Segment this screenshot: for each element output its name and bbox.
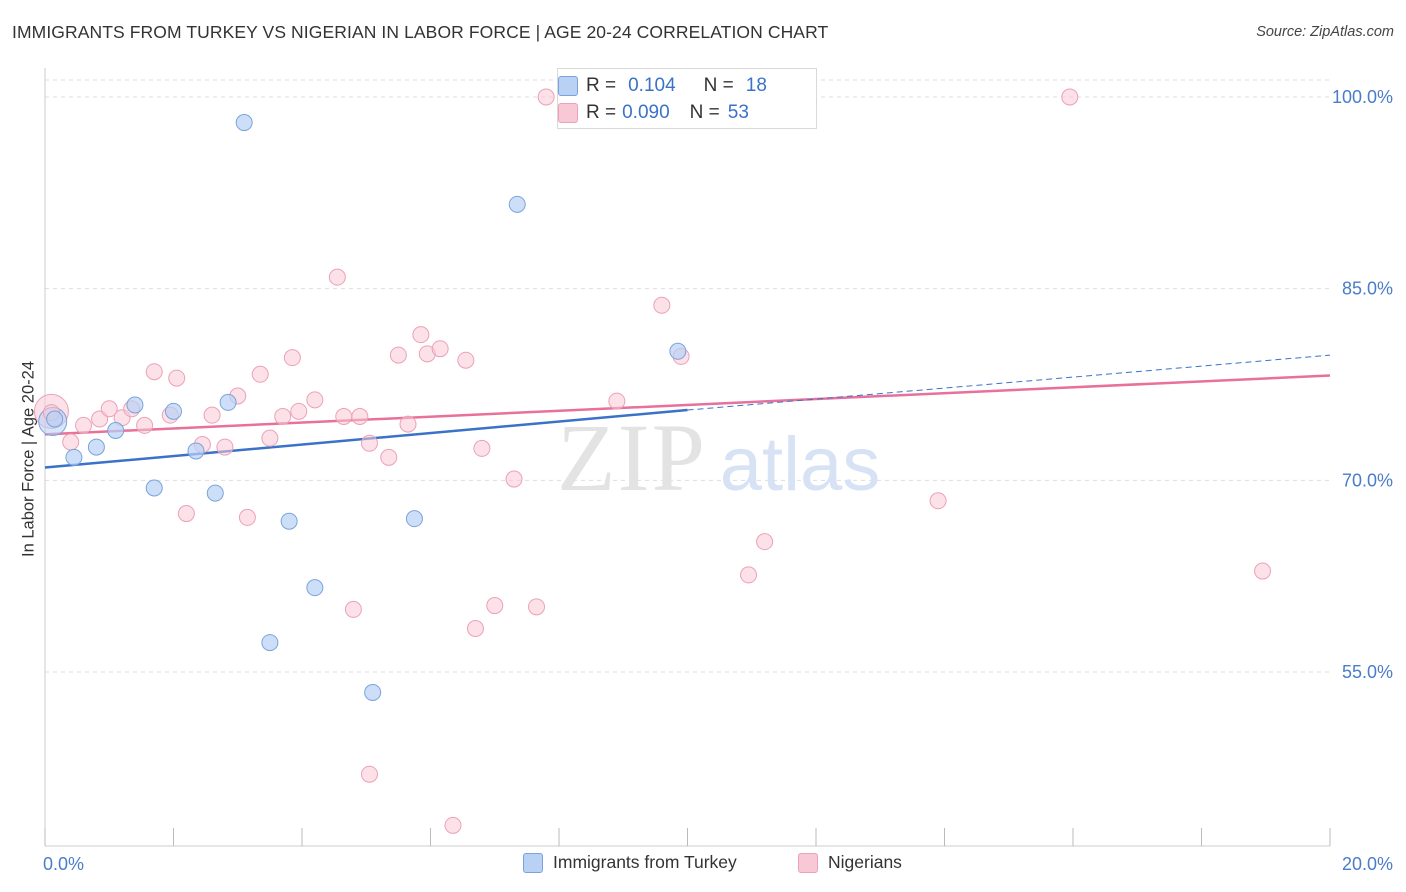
stats-legend: R = 0.104 N = 18 R = 0.090 N = 53 <box>557 68 817 129</box>
y-tick-label: 55.0% <box>1342 662 1393 682</box>
chart-title: IMMIGRANTS FROM TURKEY VS NIGERIAN IN LA… <box>12 22 829 42</box>
point-turkey <box>145 479 163 497</box>
point-nigerians <box>929 492 947 510</box>
y-tick-label: 70.0% <box>1342 470 1393 490</box>
point-turkey <box>219 393 237 411</box>
legend-label: Nigerians <box>828 852 902 872</box>
point-turkey <box>508 195 526 213</box>
point-nigerians <box>399 415 417 433</box>
point-nigerians <box>168 369 186 387</box>
point-turkey <box>87 438 105 456</box>
point-nigerians <box>344 600 362 618</box>
legend-item-nigerian[interactable]: Nigerians <box>798 852 902 873</box>
point-nigerians <box>756 533 774 551</box>
y-tick-label: 85.0% <box>1342 279 1393 299</box>
r-label: R = <box>586 102 617 123</box>
point-nigerians <box>528 598 546 616</box>
point-nigerians <box>136 416 154 434</box>
r-value: 0.104 <box>628 75 676 96</box>
watermark: ZIP atlas <box>557 404 880 511</box>
point-nigerians <box>444 816 462 834</box>
point-turkey <box>669 342 687 360</box>
point-turkey <box>46 410 64 428</box>
r-label: R = <box>586 75 617 96</box>
legend-label: Immigrants from Turkey <box>553 852 737 872</box>
point-nigerians <box>283 349 301 367</box>
point-nigerians <box>216 438 234 456</box>
point-nigerians <box>608 392 626 410</box>
r-value: 0.090 <box>622 102 670 123</box>
point-nigerians <box>238 508 256 526</box>
source-label: Source: ZipAtlas.com <box>1256 24 1394 40</box>
point-turkey <box>235 114 253 132</box>
watermark-zip: ZIP <box>557 404 707 511</box>
n-label: N = <box>689 102 720 123</box>
point-nigerians <box>389 346 407 364</box>
y-tick-label: 100.0% <box>1332 87 1393 107</box>
point-turkey <box>364 683 382 701</box>
trend-line-nigerians <box>44 374 1331 436</box>
point-turkey <box>165 402 182 420</box>
point-nigerians <box>290 402 308 420</box>
point-turkey <box>280 512 298 530</box>
point-nigerians <box>261 429 279 447</box>
point-nigerians <box>740 566 758 584</box>
point-turkey <box>306 579 324 597</box>
point-nigerians <box>335 407 353 425</box>
stats-row-turkey: R = 0.104 N = 18 <box>558 74 767 98</box>
series-legend: Immigrants from Turkey Nigerians <box>0 852 1406 878</box>
turkey-swatch <box>523 852 543 873</box>
point-nigerians <box>360 765 378 783</box>
watermark-atlas: atlas <box>720 422 881 507</box>
point-nigerians <box>145 363 163 381</box>
point-nigerians <box>203 406 221 424</box>
point-turkey <box>261 634 279 652</box>
point-nigerians <box>360 434 378 452</box>
point-turkey <box>187 442 205 460</box>
x-tick-label: 0.0% <box>43 854 84 874</box>
axes <box>44 68 1331 847</box>
point-nigerians <box>431 340 449 358</box>
point-nigerians <box>457 351 475 369</box>
point-nigerians <box>251 365 269 383</box>
n-value: 53 <box>727 102 749 123</box>
stats-row-nigerian: R = 0.090 N = 53 <box>558 101 749 125</box>
point-turkey <box>405 510 423 528</box>
tick-labels: 100.0% 85.0% 70.0% 55.0% 0.0% 20.0% <box>43 87 1393 874</box>
point-nigerians <box>177 505 195 523</box>
point-nigerians <box>351 407 369 425</box>
legend-item-turkey[interactable]: Immigrants from Turkey <box>523 852 737 873</box>
point-turkey <box>65 448 83 466</box>
point-turkey <box>206 484 224 502</box>
point-nigerians <box>62 433 80 451</box>
n-value: 18 <box>745 75 767 96</box>
x-tick-label: 20.0% <box>1342 854 1393 874</box>
point-nigerians <box>653 296 671 314</box>
point-nigerians <box>486 597 504 615</box>
trend-line-turkey-extension <box>687 354 1331 411</box>
point-nigerians <box>75 416 93 434</box>
nigerian-swatch <box>798 852 818 873</box>
nigerian-swatch <box>558 103 578 123</box>
point-nigerians <box>537 88 555 106</box>
point-nigerians <box>412 326 430 344</box>
turkey-swatch <box>558 76 578 96</box>
grid-lines <box>45 79 1330 673</box>
point-nigerians <box>505 470 523 488</box>
point-nigerians <box>306 391 324 409</box>
point-nigerians <box>473 439 491 457</box>
point-nigerians <box>1061 88 1079 106</box>
n-label: N = <box>703 75 734 96</box>
point-nigerians <box>100 400 118 418</box>
point-turkey <box>126 396 144 414</box>
point-nigerians <box>466 620 484 638</box>
point-nigerians <box>1254 562 1272 580</box>
point-turkey <box>107 422 125 439</box>
point-nigerians <box>274 407 292 425</box>
point-nigerians <box>380 448 398 466</box>
point-nigerians <box>328 268 346 286</box>
